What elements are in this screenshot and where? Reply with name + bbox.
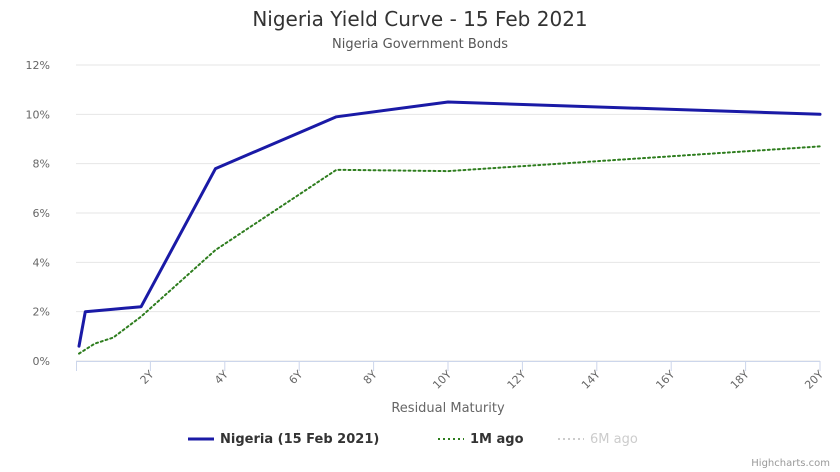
series-line-1[interactable] [78,145,821,355]
series-lines [77,100,822,355]
y-tick-label: 12% [26,59,50,72]
legend-label: Nigeria (15 Feb 2021) [220,432,379,447]
credits[interactable]: Highcharts.com [751,458,830,469]
x-tick-label: 14Y [579,368,603,392]
y-axis-ticks: 0% 2% 4% 6% 8% 10% 12% [26,59,50,368]
x-tick-label: 18Y [728,368,752,392]
x-tick-label: 4Y [212,368,231,387]
grid-lines [76,64,820,362]
x-tick-label: 16Y [653,368,677,392]
chart-title: Nigeria Yield Curve - 15 Feb 2021 [252,7,587,31]
legend: Nigeria (15 Feb 2021) 1M ago 6M ago [188,432,638,447]
x-tick-label: 10Y [430,368,454,392]
y-tick-label: 6% [33,207,50,220]
legend-item-0[interactable]: Nigeria (15 Feb 2021) [188,432,379,447]
legend-label: 1M ago [470,432,524,447]
x-axis-title: Residual Maturity [391,401,505,416]
x-tick-label: 8Y [361,368,380,387]
x-tick-label: 12Y [505,368,529,392]
chart-subtitle: Nigeria Government Bonds [332,37,508,52]
y-tick-label: 0% [33,355,50,368]
series-line-0[interactable] [77,100,822,348]
y-tick-label: 8% [33,158,50,171]
x-axis: 2Y 4Y 6Y 8Y 10Y 12Y 14Y 16Y 18Y 20Y [76,361,826,392]
x-tick-label: 20Y [802,368,826,392]
y-tick-label: 2% [33,306,50,319]
legend-item-1[interactable]: 1M ago [438,432,524,447]
legend-label: 6M ago [590,432,638,447]
y-tick-label: 4% [33,256,50,269]
y-tick-label: 10% [26,108,50,121]
legend-item-2[interactable]: 6M ago [558,432,638,447]
x-tick-label: 6Y [286,368,305,387]
x-tick-label: 2Y [138,368,157,387]
